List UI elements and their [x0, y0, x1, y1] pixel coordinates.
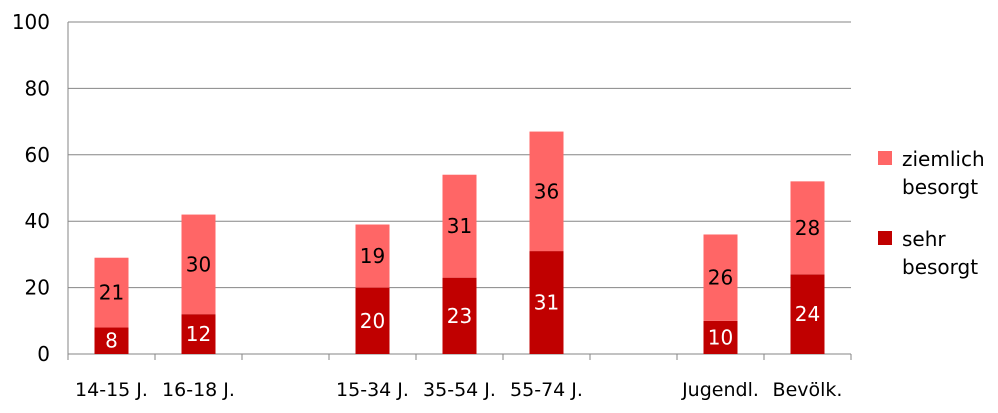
bar-segment	[94, 257, 129, 328]
bar-segment	[790, 181, 825, 275]
data-label: 10	[708, 325, 733, 349]
x-tick-label: 35-54 J.	[423, 379, 496, 401]
data-label: 31	[534, 291, 559, 315]
bar-segment	[442, 174, 477, 278]
x-tick-label: Bevölk.	[773, 379, 843, 401]
bar-segment	[790, 274, 825, 354]
data-label: 19	[360, 244, 385, 268]
data-label: 36	[534, 179, 559, 203]
data-label: 20	[360, 309, 385, 333]
x-tick-label: 15-34 J.	[336, 379, 409, 401]
data-label: 30	[186, 252, 211, 276]
legend-swatch	[878, 151, 892, 165]
data-label: 31	[447, 214, 472, 238]
data-label: 21	[99, 281, 124, 305]
bar-segment	[355, 287, 390, 354]
legend-swatch	[878, 231, 892, 245]
bar-segment	[355, 224, 390, 288]
bar-segment	[529, 251, 564, 354]
y-tick-label: 100	[12, 10, 50, 34]
legend-label: besorgt	[902, 255, 978, 279]
y-tick-label: 80	[25, 76, 50, 100]
x-tick-label: 14-15 J.	[75, 379, 148, 401]
legend-label: ziemlich	[902, 147, 985, 171]
data-label: 23	[447, 304, 472, 328]
x-tick-label: 55-74 J.	[510, 379, 583, 401]
bar-segment	[94, 327, 129, 354]
x-tick-label: 16-18 J.	[162, 379, 235, 401]
y-tick-label: 40	[25, 209, 50, 233]
bar-segment	[703, 320, 738, 354]
bar-segment	[181, 214, 216, 315]
y-tick-label: 20	[25, 276, 50, 300]
data-label: 26	[708, 266, 733, 290]
y-tick-label: 60	[25, 143, 50, 167]
bar-segment	[703, 234, 738, 321]
x-tick-label: Jugendl.	[681, 379, 759, 401]
data-label: 24	[795, 302, 820, 326]
legend-label: besorgt	[902, 175, 978, 199]
data-label: 8	[105, 329, 118, 353]
bar-segment	[529, 131, 564, 252]
y-tick-label: 0	[37, 342, 50, 366]
bar-segment	[442, 277, 477, 354]
data-label: 28	[795, 216, 820, 240]
bar-segment	[181, 314, 216, 354]
data-label: 12	[186, 322, 211, 346]
legend-label: sehr	[902, 227, 946, 251]
